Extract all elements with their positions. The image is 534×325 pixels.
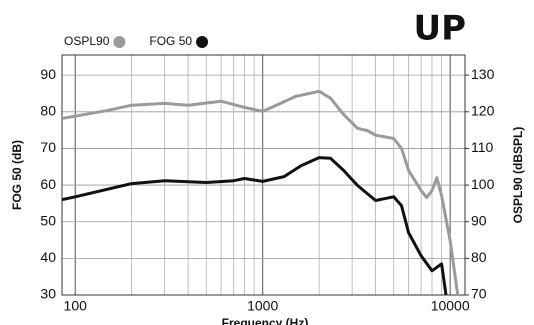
y-tick-label: 70	[40, 139, 56, 155]
plot-frame	[61, 54, 466, 296]
y-axis-title: FOG 50 (dB)	[10, 140, 24, 210]
y2-tick-label: 110	[471, 139, 494, 155]
x-tick-label: 10000	[431, 298, 470, 314]
x-tick-label: 100	[64, 298, 88, 314]
y-tick-label: 30	[40, 286, 56, 302]
y-tick-label: 50	[40, 212, 56, 228]
y2-tick-label: 80	[471, 249, 487, 265]
y2-tick-label: 90	[471, 212, 487, 228]
legend-label: OSPL90	[64, 34, 110, 48]
y2-tick-label: 120	[471, 102, 495, 118]
x-tick-label: 1000	[247, 298, 278, 314]
y-tick-label: 90	[40, 66, 56, 82]
legend-label: FOG 50	[149, 34, 192, 48]
series-line	[62, 89, 460, 295]
y2-tick-label: 70	[471, 286, 487, 302]
y2-tick-label: 130	[471, 66, 495, 82]
y2-tick-label: 100	[471, 176, 495, 192]
y-tick-label: 80	[40, 102, 56, 118]
y-tick-label: 40	[40, 249, 56, 265]
x-axis-title: Frequency (Hz)	[222, 316, 309, 325]
chart-title: UP	[413, 9, 466, 49]
legend-swatch	[196, 36, 209, 48]
y-tick-label: 60	[40, 176, 56, 192]
y2-axis-title: OSPL90 (dBSPL)	[511, 127, 525, 224]
series-line	[62, 156, 448, 295]
legend-swatch	[113, 36, 126, 48]
plot-area	[62, 89, 460, 295]
